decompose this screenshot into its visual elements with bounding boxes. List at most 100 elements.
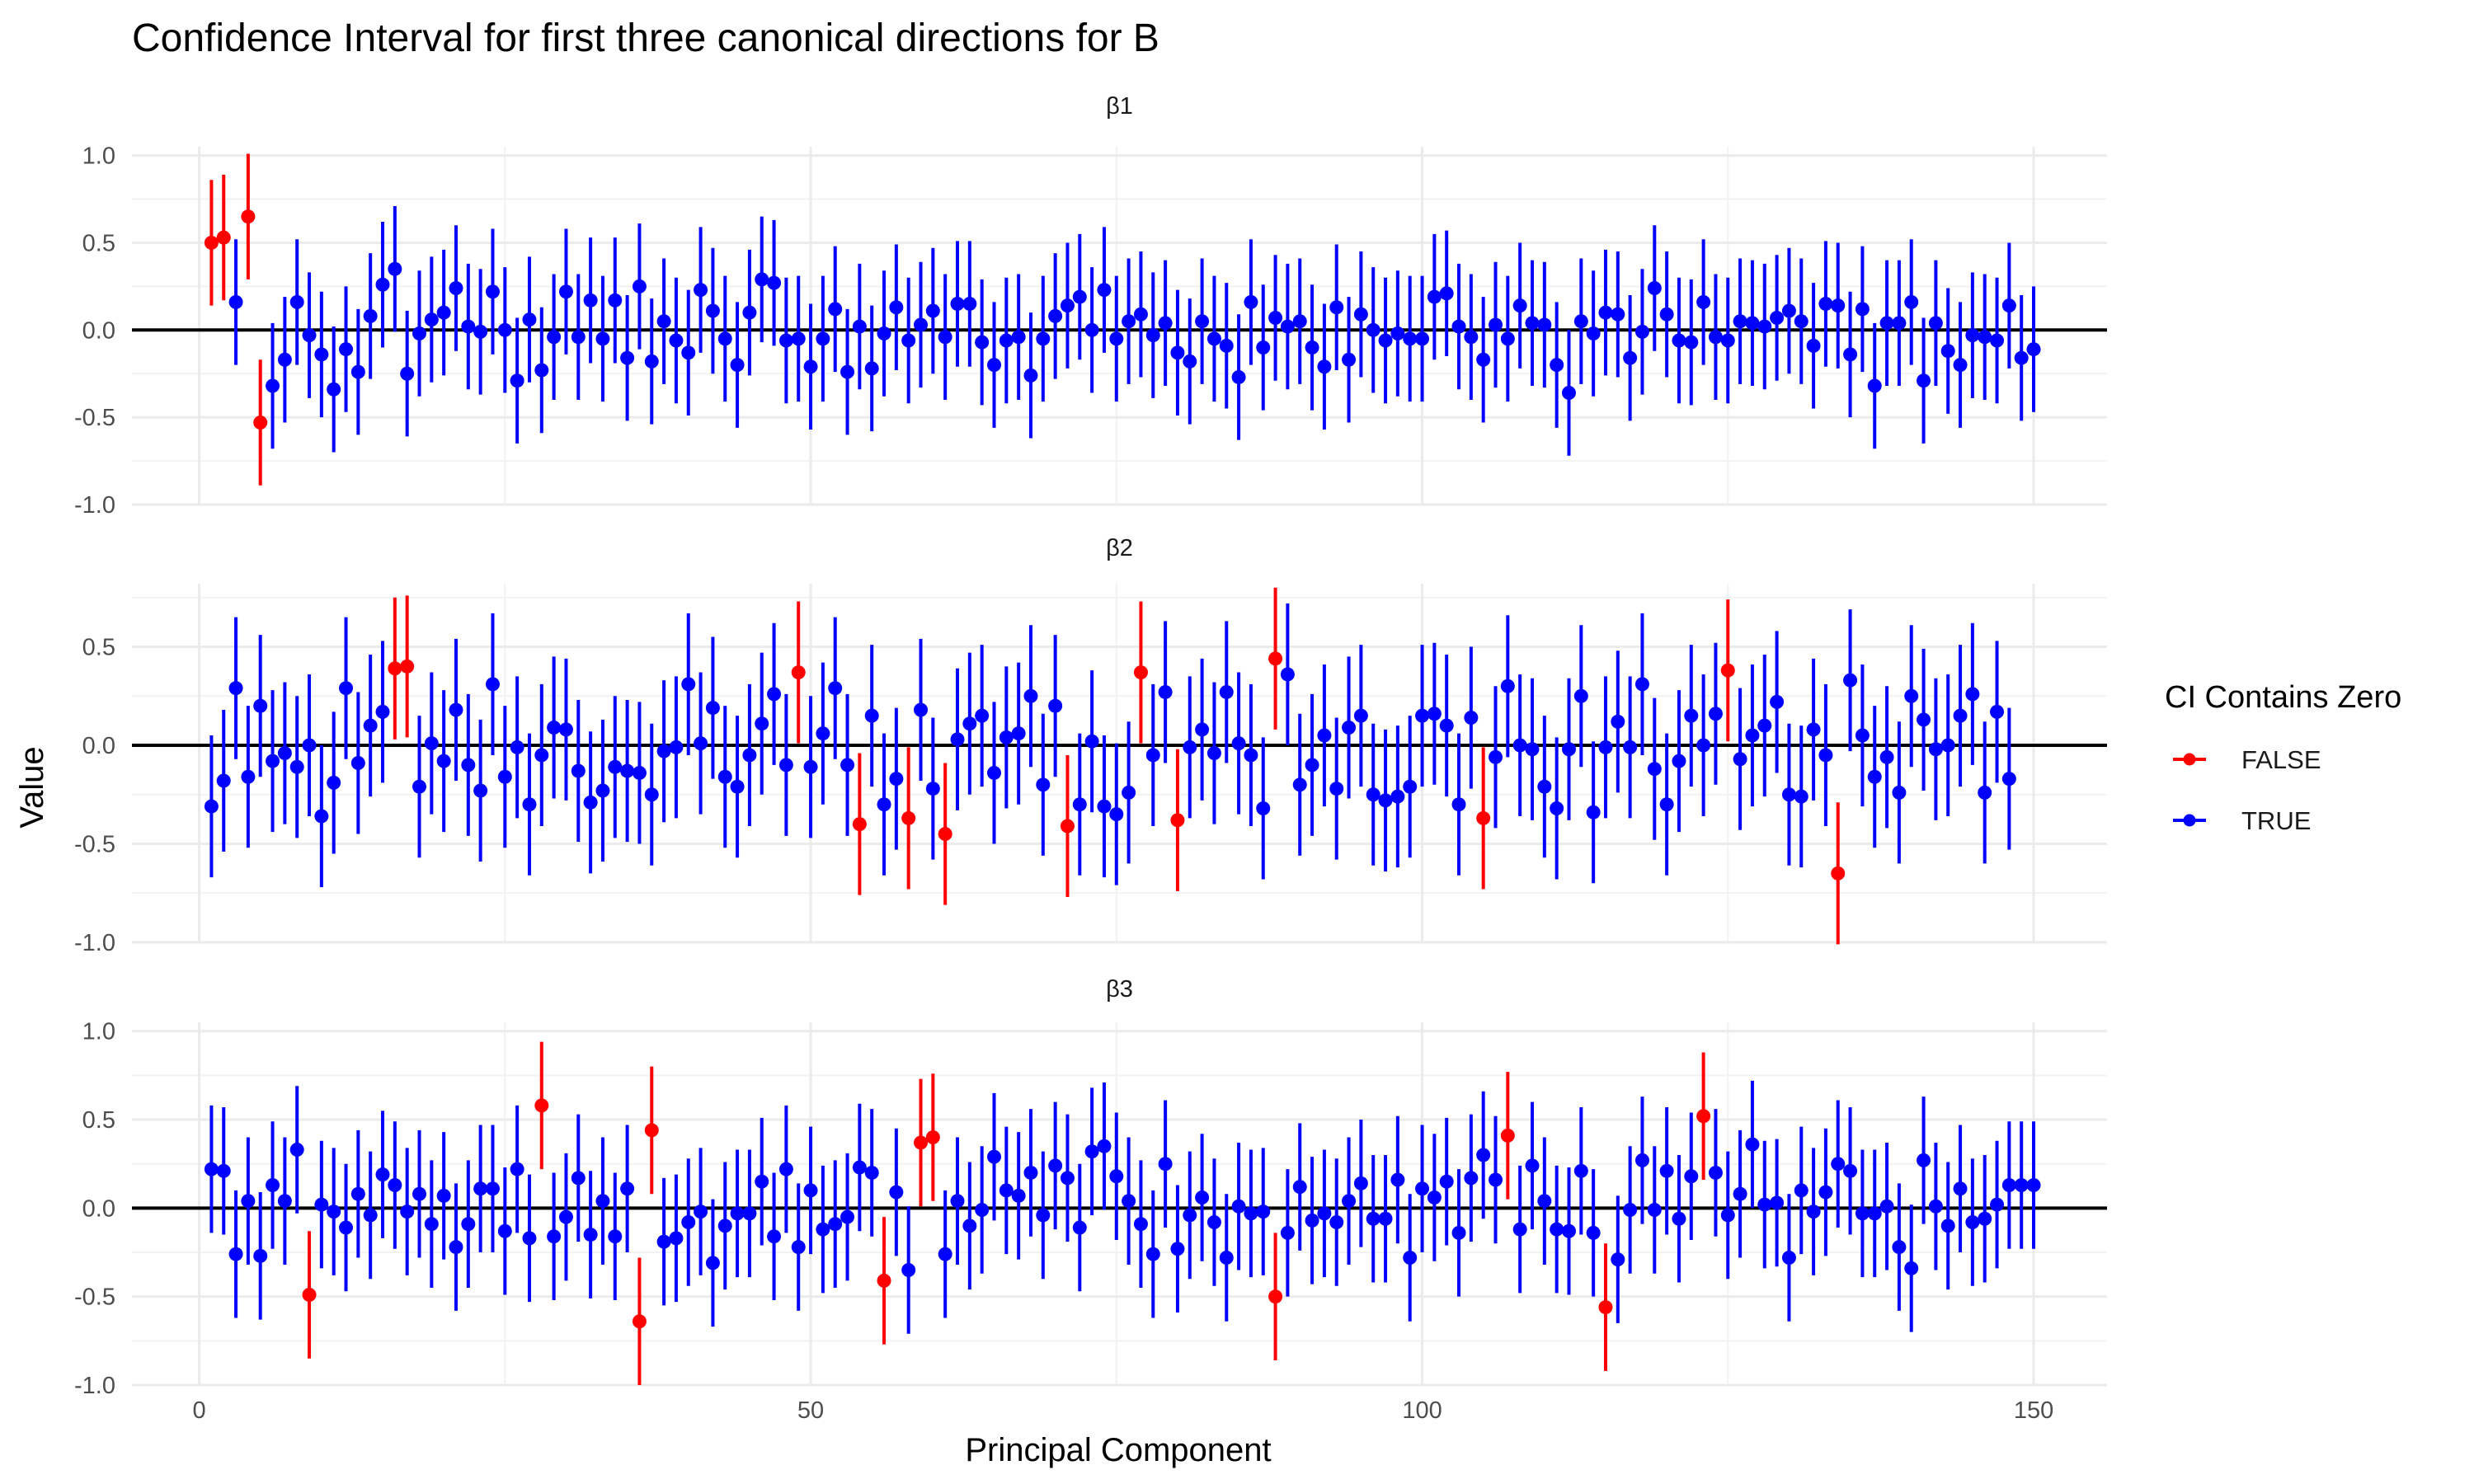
ci-point <box>1451 797 1466 812</box>
ci-point <box>1550 358 1564 373</box>
facet-label: β3 <box>1106 976 1133 1003</box>
ci-point <box>1573 314 1588 329</box>
ci-point <box>1342 1194 1357 1209</box>
ci-point <box>620 1181 635 1196</box>
ci-point <box>1537 1194 1552 1209</box>
ci-point <box>1268 310 1283 325</box>
ci-point <box>461 1217 476 1232</box>
ci-point <box>571 330 586 345</box>
ci-point <box>999 730 1014 744</box>
ci-point <box>228 1247 243 1261</box>
x-axis-title: Principal Component <box>965 1432 1271 1468</box>
ci-point <box>1831 866 1846 881</box>
ci-point <box>1329 300 1344 315</box>
ci-point <box>914 702 929 717</box>
ci-point <box>1953 708 1968 723</box>
ci-point <box>1940 738 1955 753</box>
ci-point <box>778 758 793 773</box>
ci-point <box>1305 1213 1319 1228</box>
ci-point <box>400 1205 415 1219</box>
ci-point <box>1990 1197 2005 1212</box>
ci-point <box>656 314 671 329</box>
ci-point <box>1183 1208 1197 1223</box>
ci-point <box>1219 338 1234 353</box>
ci-point <box>1133 307 1148 322</box>
ci-point <box>1598 305 1613 320</box>
legend-label-true: TRUE <box>2241 806 2311 835</box>
ci-point <box>412 1186 426 1201</box>
ci-point <box>925 1130 940 1145</box>
ci-point <box>1879 1199 1894 1214</box>
ci-point <box>1611 1252 1625 1267</box>
ci-point <box>632 765 647 780</box>
ci-point <box>1598 740 1613 754</box>
ci-point <box>1158 1157 1173 1172</box>
ci-point <box>608 293 623 308</box>
ci-point <box>1892 1240 1907 1255</box>
ci-point <box>669 333 684 348</box>
ci-point <box>1672 333 1686 348</box>
y-tick-label: 0.0 <box>82 317 115 344</box>
ci-point <box>877 326 891 341</box>
ci-point <box>1206 1215 1221 1230</box>
ci-point <box>1525 742 1540 757</box>
ci-point <box>681 345 696 360</box>
y-tick-label: 0.5 <box>82 230 115 256</box>
ci-point <box>1561 386 1576 401</box>
ci-point <box>1060 298 1075 313</box>
ci-point <box>1366 787 1380 802</box>
ci-point <box>1806 722 1821 737</box>
ci-point <box>436 754 451 768</box>
y-tick-label: 1.0 <box>82 143 115 170</box>
ci-point <box>522 1231 537 1246</box>
ci-point <box>901 333 916 348</box>
ci-point <box>1464 711 1479 726</box>
ci-point <box>901 810 916 825</box>
ci-point <box>449 702 463 717</box>
ci-point <box>1525 1158 1540 1173</box>
ci-point <box>1659 797 1674 812</box>
ci-point <box>350 756 365 770</box>
ci-point <box>1512 298 1527 313</box>
ci-point <box>1476 810 1491 825</box>
facet-panel-1: β1 1.0 0.5 0.0 -0.5 -1.0 <box>74 93 2107 519</box>
ci-point <box>1794 314 1808 329</box>
ci-point <box>1329 782 1344 796</box>
ci-point <box>1733 314 1747 329</box>
ci-point <box>1806 1205 1821 1219</box>
ci-point <box>1684 335 1699 350</box>
ci-point <box>656 1234 671 1249</box>
ci-point <box>730 779 745 794</box>
ci-point <box>730 1206 745 1221</box>
ci-point <box>1745 1137 1760 1152</box>
ci-point <box>1317 728 1332 743</box>
facet-panel-3: β3 1.0 0.5 0.0 -0.5 -1.0 <box>74 976 2107 1399</box>
ci-point <box>767 1229 782 1244</box>
ci-point <box>1109 331 1124 346</box>
ci-point <box>375 704 390 719</box>
ci-point <box>314 347 329 362</box>
ci-point <box>1794 1183 1808 1198</box>
ci-point <box>1342 352 1357 367</box>
ci-point <box>241 769 256 784</box>
ci-point <box>412 326 426 341</box>
ci-point <box>1928 1199 1943 1214</box>
ci-point <box>253 415 268 430</box>
ci-point <box>1928 316 1943 331</box>
ci-point <box>1598 1300 1613 1315</box>
ci-point <box>473 324 488 339</box>
ci-point <box>620 350 635 365</box>
ci-point <box>1623 350 1638 365</box>
ci-point <box>266 378 280 393</box>
ci-point <box>522 312 537 327</box>
ci-point <box>1353 708 1368 723</box>
ci-point <box>1720 663 1735 678</box>
ci-point <box>1268 651 1283 666</box>
ci-point <box>1476 352 1491 367</box>
ci-point <box>327 1205 341 1219</box>
ci-point <box>266 754 280 768</box>
ci-point <box>828 302 843 317</box>
ci-point <box>388 661 402 676</box>
ci-point <box>1280 1225 1295 1240</box>
ci-point <box>681 677 696 692</box>
